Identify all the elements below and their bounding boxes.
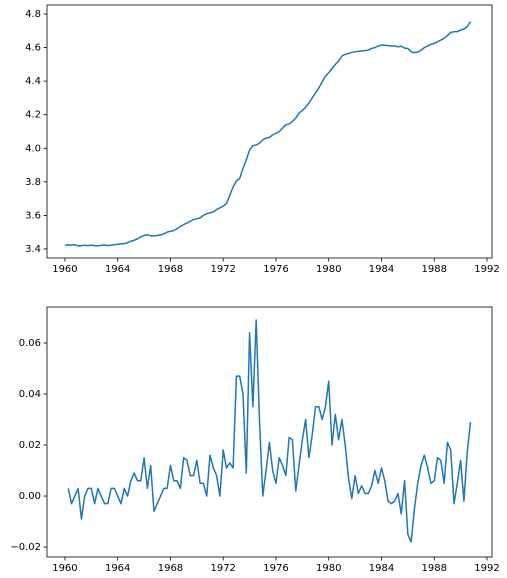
y-tick-label: 0.06 [19,338,41,349]
axes-frame [46,4,493,259]
y-tick-label: 0.04 [19,389,41,400]
y-tick-label: 3.8 [25,177,41,188]
y-tick-label: 0.02 [19,440,41,451]
data-line [67,319,472,543]
x-tick-label: 1992 [474,264,499,275]
x-tick-label: 1964 [105,563,130,574]
y-tick-label: 4.6 [25,43,41,54]
x-tick-label: 1964 [105,264,130,275]
x-tick-label: 1976 [263,563,288,574]
axes-frame [46,306,493,558]
x-tick-label: 1984 [369,563,394,574]
x-tick-label: 1968 [158,264,183,275]
x-tick-label: 1976 [263,264,288,275]
x-tick-label: 1980 [316,563,341,574]
y-tick-label: −0.02 [10,542,41,553]
x-tick-label: 1980 [316,264,341,275]
y-tick-label: 4.0 [25,143,41,154]
x-tick-label: 1972 [210,563,235,574]
x-tick-label: 1992 [474,563,499,574]
data-line [64,21,472,247]
y-tick-label: 4.8 [25,9,41,20]
x-tick-label: 1960 [52,563,77,574]
x-tick-label: 1984 [369,264,394,275]
y-tick-label: 0.00 [19,491,41,502]
x-tick-label: 1960 [52,264,77,275]
y-tick-label: 4.4 [25,76,41,87]
x-tick-label: 1988 [422,563,447,574]
y-tick-label: 4.2 [25,110,41,121]
y-tick-label: 3.4 [25,244,41,255]
x-tick-label: 1972 [210,264,235,275]
y-tick-label: 3.6 [25,210,41,221]
x-tick-label: 1968 [158,563,183,574]
x-tick-label: 1988 [422,264,447,275]
